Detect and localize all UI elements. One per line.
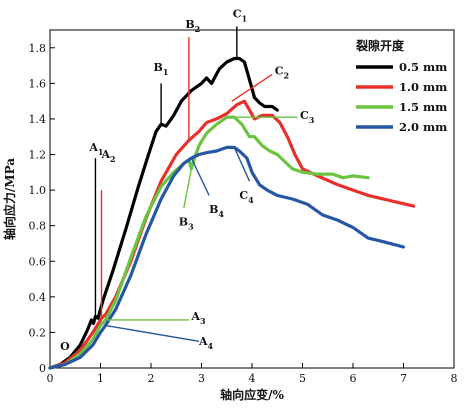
- x-tick-label: 0: [47, 372, 54, 385]
- annotation-leader: [233, 147, 251, 182]
- x-tick-label: 5: [299, 372, 306, 385]
- y-tick-label: 1.0: [29, 184, 47, 197]
- annotation-label: C2: [275, 64, 289, 80]
- y-tick-label: 1.4: [29, 113, 47, 126]
- legend: 裂隙开度 0.5 mm 1.0 mm 1.5 mm 2.0 mm: [355, 38, 447, 134]
- series-line-1: [48, 56, 279, 370]
- legend-label-1: 0.5 mm: [399, 60, 447, 74]
- x-tick-label: 2: [148, 372, 155, 385]
- x-tick-label: 6: [350, 372, 357, 385]
- annotation-label: A3: [190, 310, 206, 326]
- annotation-label: B4: [209, 203, 224, 219]
- y-tick-label: 0.4: [29, 291, 47, 304]
- x-tick-label: 3: [198, 372, 205, 385]
- x-tick-label: 4: [249, 372, 256, 385]
- legend-label-2: 1.0 mm: [399, 80, 447, 94]
- y-tick-label: 0.8: [29, 220, 47, 233]
- series-lines: [48, 56, 416, 370]
- axis-ticks: 0 1 2 3 4 5 6 7 8 0 0.2 0.4 0.6 0.8 1.0 1.2 1.4 1.6 1.8: [29, 42, 458, 385]
- series-line-4: [48, 145, 406, 370]
- annotation-label: B3: [179, 216, 194, 232]
- annotation-label: C3: [300, 109, 315, 125]
- annotation-label: B2: [185, 18, 200, 34]
- annotation-label: C1: [233, 8, 247, 24]
- y-tick-label: 0.2: [29, 326, 47, 339]
- annotation-label: C4: [239, 189, 254, 205]
- legend-label-3: 1.5 mm: [399, 100, 447, 114]
- annotation-label: A2: [101, 148, 116, 164]
- annotation-label: B1: [154, 61, 169, 77]
- annotation-label: A4: [198, 335, 214, 351]
- y-tick-label: 0.6: [29, 255, 47, 268]
- y-tick-label: 1.6: [29, 77, 47, 90]
- x-axis-title: 轴向应变/%: [220, 387, 284, 402]
- annotation-leader: [183, 168, 193, 209]
- y-tick-label: 1.2: [29, 149, 47, 162]
- annotation-leader: [104, 324, 200, 343]
- legend-label-4: 2.0 mm: [399, 120, 447, 134]
- y-axis-title: 轴向应力/MPa: [2, 158, 17, 240]
- series-line-2: [48, 99, 416, 370]
- legend-title: 裂隙开度: [355, 38, 405, 53]
- y-tick-label: 1.8: [29, 42, 47, 55]
- annotation-label: O: [60, 340, 70, 353]
- y-tick-label: 0: [39, 362, 46, 375]
- annotation-leader: [190, 157, 210, 196]
- series-line-3: [48, 115, 370, 370]
- x-tick-label: 8: [451, 372, 458, 385]
- x-tick-label: 7: [400, 372, 407, 385]
- annotation-leader: [231, 73, 273, 102]
- x-tick-label: 1: [97, 372, 104, 385]
